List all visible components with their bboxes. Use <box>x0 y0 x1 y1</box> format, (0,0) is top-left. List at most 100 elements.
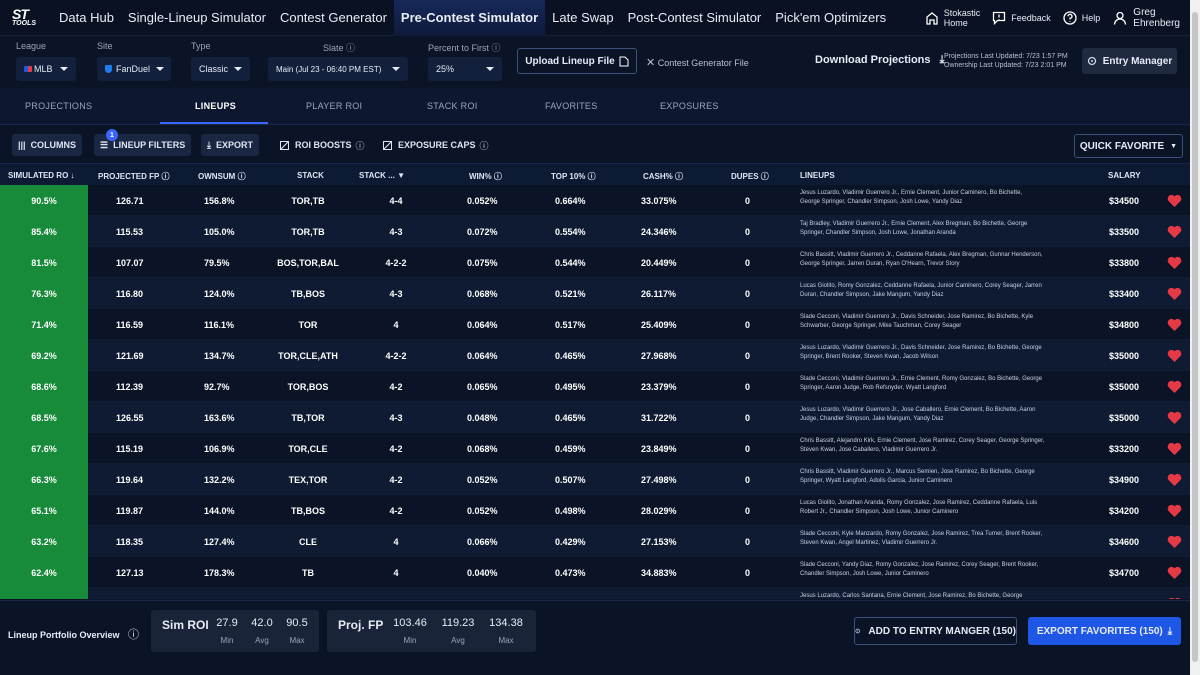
tab-favorites[interactable]: FAVORITES <box>545 101 598 111</box>
table-row[interactable]: 81.5% 107.07 79.5% BOS,TOR,BAL 4-2-2 0.075% 0.… <box>0 247 1190 278</box>
table-row[interactable]: 69.2% 121.69 134.7% TOR,CLE,ATH 4-2-2 0.064% 0… <box>0 340 1190 371</box>
info-icon[interactable]: ⓘ <box>128 629 140 641</box>
exposure-caps-button[interactable]: EXPOSURE CAPS ⓘ <box>377 134 495 156</box>
info-icon: ⓘ <box>493 172 502 181</box>
nav-data-hub[interactable]: Data Hub <box>59 10 114 25</box>
dupes-cell: 0 <box>745 474 751 485</box>
add-to-entry-manager-button[interactable]: ADD TO ENTRY MANGER (150) <box>854 617 1017 645</box>
download-projections-button[interactable]: Download Projections ⤓ <box>815 54 944 67</box>
top10-cell: 0.521% <box>555 288 586 299</box>
table-row[interactable]: 68.5% 126.55 163.6% TB,TOR 4-3 0.048% 0.465% 31… <box>0 402 1190 433</box>
table-row[interactable]: 65.1% 119.87 144.0% TB,BOS 4-2 0.052% 0.498% 28… <box>0 495 1190 526</box>
table-row[interactable]: 63.2% 118.35 127.4% CLE 4 0.066% 0.429% 27.153%… <box>0 526 1190 557</box>
table-row[interactable]: 66.3% 119.64 132.2% TEX,TOR 4-2 0.052% 0.507% 2… <box>0 464 1190 495</box>
nav-pick-em-optimizers[interactable]: Pick'em Optimizers <box>775 10 887 25</box>
proj-fp-max: 134.38 <box>489 617 523 629</box>
columns-button[interactable]: ||| COLUMNS <box>12 134 83 156</box>
lineup-line-1: Jesus Luzardo, Carlos Santana, Ernie Cle… <box>800 593 1023 599</box>
table-row[interactable]: 76.3% 116.80 124.0% TB,BOS 4-3 0.068% 0.521% 26… <box>0 278 1190 309</box>
col-stack-type[interactable]: STACK ... ▼ <box>359 171 405 180</box>
close-icon[interactable]: ✕ <box>646 57 656 69</box>
win-cell: 0.068% <box>467 443 498 454</box>
favorite-heart-icon[interactable] <box>1167 504 1182 518</box>
checkbox-icon[interactable] <box>280 140 289 150</box>
lineup-players-cell: Jesus Luzardo, Vladimir Guerrero Jr., Jo… <box>800 406 1090 424</box>
col-salary[interactable]: SALARY <box>1108 171 1141 180</box>
tab-lineups[interactable]: LINEUPS <box>195 101 237 111</box>
roi-boosts-button[interactable]: ROI BOOSTS ⓘ <box>274 134 371 156</box>
stokastic-home-link[interactable]: Stokastic Home <box>925 8 980 28</box>
table-row[interactable]: 85.4% 115.53 105.0% TOR,TB 4-3 0.072% 0.554% 24… <box>0 216 1190 247</box>
favorite-heart-icon[interactable] <box>1167 473 1182 487</box>
tab-stack-roi[interactable]: STACK ROI <box>427 101 478 111</box>
favorite-heart-icon[interactable] <box>1167 287 1182 301</box>
entry-manager-label: Entry Manager <box>1102 55 1173 67</box>
col-ownsum[interactable]: OWNSUM ⓘ <box>198 171 246 182</box>
lineup-filters-button[interactable]: 1 ☰ LINEUP FILTERS <box>94 129 192 156</box>
league-select[interactable]: MLB <box>16 57 76 81</box>
table-row[interactable]: 71.4% 116.59 116.1% TOR 4 0.064% 0.517% 25.409%… <box>0 309 1190 340</box>
col-dupes[interactable]: DUPES ⓘ <box>731 171 769 182</box>
nav-single-lineup-simulator[interactable]: Single-Lineup Simulator <box>127 10 266 25</box>
tab-exposures[interactable]: EXPOSURES <box>660 101 719 111</box>
nav-pre-contest-simulator[interactable]: Pre-Contest Simulator <box>393 0 546 36</box>
favorite-heart-icon[interactable] <box>1167 194 1182 208</box>
favorite-heart-icon[interactable] <box>1167 225 1182 239</box>
stack-type-cell: 4-2 <box>389 505 403 516</box>
feedback-link[interactable]: Feedback <box>992 11 1051 25</box>
table-row[interactable]: 68.6% 112.39 92.7% TOR,BOS 4-2 0.065% 0.495% 23… <box>0 371 1190 402</box>
user-menu[interactable]: Greg Ehrenberg <box>1112 7 1180 29</box>
export-fav-label: EXPORT FAVORITES (150) <box>1036 625 1163 637</box>
entry-manager-button[interactable]: Entry Manager <box>1082 48 1177 74</box>
col-simulated-roi[interactable]: SIMULATED RO ↓ <box>8 171 75 180</box>
scrollbar-thumb[interactable] <box>1192 12 1198 662</box>
info-icon: ⓘ <box>161 172 170 181</box>
stokastic-tools-logo[interactable]: ST TOOLS <box>0 0 52 36</box>
table-row[interactable]: 62.4% 127.13 178.3% TB 4 0.040% 0.473% 34.883% 0… <box>0 557 1190 588</box>
page-scrollbar[interactable] <box>1190 0 1200 675</box>
sort-desc-icon: ↓ <box>70 171 75 180</box>
favorite-heart-icon[interactable] <box>1167 256 1182 270</box>
help-link[interactable]: Help <box>1063 11 1100 25</box>
favorite-heart-icon[interactable] <box>1167 380 1182 394</box>
tab-projections[interactable]: PROJECTIONS <box>25 101 93 111</box>
percent-select[interactable]: 25% <box>428 57 502 81</box>
win-cell: 0.072% <box>467 226 498 237</box>
export-button[interactable]: ⤓ EXPORT <box>201 134 259 156</box>
tab-player-roi[interactable]: PLAYER ROI <box>306 101 363 111</box>
nav-post-contest-simulator[interactable]: Post-Contest Simulator <box>627 10 762 25</box>
favorite-heart-icon[interactable] <box>1167 535 1182 549</box>
nav-contest-generator[interactable]: Contest Generator <box>279 10 387 25</box>
favorite-heart-icon[interactable] <box>1167 597 1182 599</box>
table-row[interactable]: 90.5% 126.71 156.8% TOR,TB 4-4 0.052% 0.664% 33… <box>0 185 1190 216</box>
col-top10[interactable]: TOP 10% ⓘ <box>551 171 596 182</box>
site-select[interactable]: FanDuel <box>97 57 171 81</box>
col-cash[interactable]: CASH% ⓘ <box>643 171 683 182</box>
projected-fp-cell: 126.55 <box>116 412 144 423</box>
contest-generator-file-chip[interactable]: ✕ Contest Generator File <box>646 56 749 69</box>
favorite-heart-icon[interactable] <box>1167 566 1182 580</box>
table-row[interactable]: 67.6% 115.19 106.9% TOR,CLE 4-2 0.068% 0.459% 2… <box>0 433 1190 464</box>
slate-select[interactable]: Main (Jul 23 - 06:40 PM EST) <box>268 57 408 81</box>
nav-late-swap[interactable]: Late Swap <box>552 10 614 25</box>
stack-type-cell: 4-2-2 <box>385 257 407 268</box>
quick-favorite-dropdown[interactable]: QUICK FAVORITE ▼ <box>1074 134 1183 158</box>
favorite-heart-icon[interactable] <box>1167 349 1182 363</box>
favorite-heart-icon[interactable] <box>1167 442 1182 456</box>
filter-count-badge: 1 <box>106 129 118 141</box>
favorite-heart-icon[interactable] <box>1167 411 1182 425</box>
col-lineups[interactable]: LINEUPS <box>800 171 835 180</box>
col-projected-fp[interactable]: PROJECTED FP ⓘ <box>98 171 169 182</box>
upload-lineup-file-button[interactable]: Upload Lineup File <box>517 48 637 74</box>
lineup-players-cell: Chris Bassitt, Vladimir Guerrero Jr., Ma… <box>800 468 1090 486</box>
cash-cell: 34.883% <box>641 567 677 578</box>
export-favorites-button[interactable]: EXPORT FAVORITES (150) ⤓ <box>1028 617 1181 645</box>
checkbox-icon[interactable] <box>383 140 392 150</box>
cash-cell: 23.849% <box>641 443 677 454</box>
col-win[interactable]: WIN% ⓘ <box>469 171 502 182</box>
proj-fp-avg: 119.23 <box>441 617 475 629</box>
table-row[interactable]: Jesus Luzardo, Carlos Santana, Ernie Cle… <box>0 588 1190 599</box>
type-select[interactable]: Classic <box>191 57 250 81</box>
col-stack[interactable]: STACK <box>297 171 324 180</box>
favorite-heart-icon[interactable] <box>1167 318 1182 332</box>
